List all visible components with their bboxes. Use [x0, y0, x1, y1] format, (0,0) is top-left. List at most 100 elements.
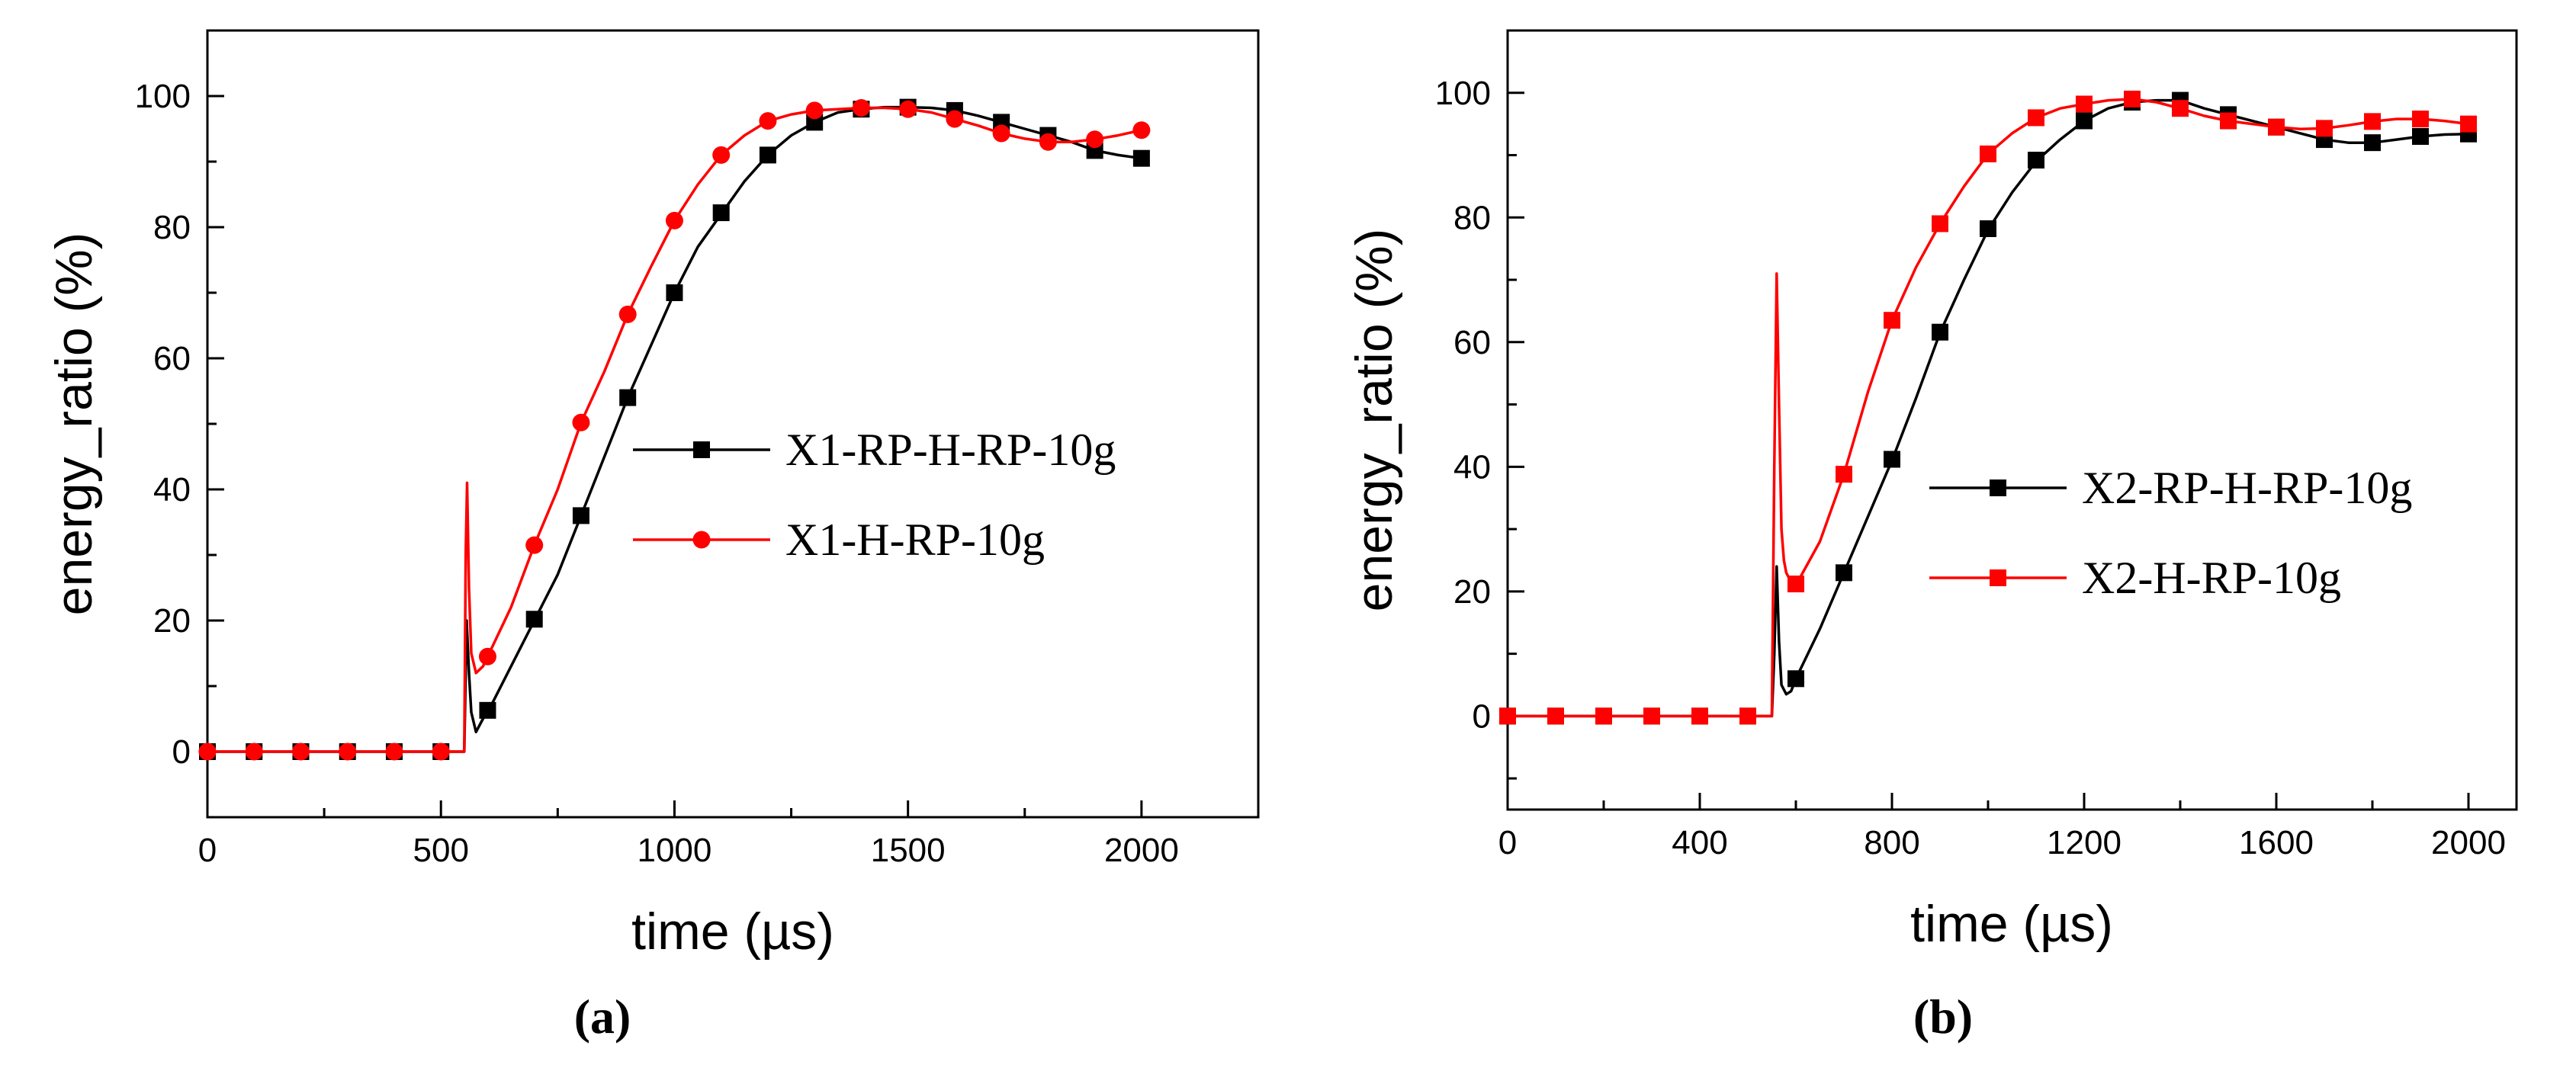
data-point: [946, 110, 964, 128]
x-tick-label: 1600: [2239, 824, 2314, 861]
data-point: [2220, 112, 2237, 130]
data-point: [618, 305, 637, 323]
data-point: [525, 536, 544, 554]
data-point: [2028, 109, 2044, 127]
data-point: [1039, 133, 1057, 151]
data-point: [572, 413, 590, 431]
x-axis-ticks: 0 500 1000 1500 2000: [198, 800, 1260, 869]
data-point: [2076, 112, 2093, 130]
legend-label: X2-H-RP-10g: [2082, 553, 2341, 603]
series-layer: [1499, 90, 2477, 725]
legend-marker: [1990, 479, 2006, 496]
x-axis-label: time (µs): [631, 903, 834, 961]
y-tick-label: 100: [135, 78, 191, 115]
legend: X2-RP-H-RP-10g X2-H-RP-10g: [1929, 463, 2412, 603]
data-point: [759, 112, 777, 130]
y-tick-label: 80: [1453, 199, 1491, 236]
data-point: [385, 742, 403, 761]
x-axis-label: time (µs): [1910, 895, 2113, 953]
data-point: [899, 100, 917, 118]
series-line-1: [1508, 98, 2469, 718]
x-tick-label: 0: [198, 832, 217, 869]
y-tick-label: 60: [153, 340, 191, 377]
data-point: [1643, 707, 1660, 725]
data-point: [712, 204, 730, 222]
data-point: [1595, 707, 1612, 725]
legend-marker: [1990, 569, 2006, 586]
data-point: [712, 146, 731, 164]
legend-label: X1-RP-H-RP-10g: [785, 425, 1116, 475]
data-point: [2268, 118, 2285, 136]
data-point: [805, 101, 824, 120]
data-point: [2124, 90, 2141, 107]
data-point: [1884, 312, 1900, 329]
data-point: [1132, 149, 1150, 167]
data-point: [525, 611, 543, 628]
data-point: [2412, 127, 2429, 145]
data-point: [1787, 576, 1804, 593]
y-axis-ticks: 0 20 40 60 80 100: [1435, 29, 1524, 780]
legend-marker: [693, 441, 710, 458]
series-layer: [198, 98, 1151, 761]
x-tick-label: 2000: [2431, 824, 2506, 861]
data-point: [2316, 120, 2333, 137]
data-point: [2076, 95, 2093, 113]
legend-label: X2-RP-H-RP-10g: [2082, 463, 2412, 513]
data-point: [1932, 215, 1948, 233]
data-point: [2028, 152, 2044, 169]
x-tick-label: 1500: [871, 832, 946, 869]
data-point: [432, 742, 450, 761]
data-point: [291, 742, 310, 761]
data-point: [572, 507, 589, 524]
data-point: [2364, 134, 2381, 152]
y-tick-label: 0: [1473, 698, 1491, 735]
data-point: [2412, 111, 2429, 128]
data-point: [245, 742, 263, 761]
series-line-2: [1508, 98, 2469, 718]
legend: X1-RP-H-RP-10g X1-H-RP-10g: [633, 425, 1116, 565]
y-tick-label: 20: [1453, 573, 1491, 611]
data-point: [1086, 130, 1104, 149]
data-point: [198, 742, 217, 761]
y-tick-label: 60: [1453, 324, 1491, 361]
y-tick-label: 20: [153, 602, 191, 640]
y-tick-label: 40: [153, 471, 191, 508]
x-axis-ticks: 0 400 800 1200 1600 2000: [1498, 793, 2506, 861]
data-point: [1739, 707, 1756, 725]
data-point: [666, 284, 683, 301]
data-point: [479, 701, 496, 719]
y-tick-label: 100: [1435, 75, 1491, 112]
y-axis-label: energy_ratio (%): [1345, 229, 1403, 612]
data-point: [759, 146, 776, 164]
x-tick-label: 800: [1864, 824, 1919, 861]
data-point: [2460, 115, 2477, 133]
data-point: [1547, 707, 1564, 725]
x-tick-label: 500: [413, 832, 469, 869]
data-point: [619, 389, 637, 406]
data-point: [1691, 707, 1708, 725]
data-point: [2172, 100, 2189, 117]
panel-label-b: (b): [1913, 989, 1973, 1044]
data-point: [1980, 220, 1996, 237]
data-point: [1132, 121, 1151, 140]
data-point: [1980, 145, 1996, 162]
data-point: [992, 124, 1010, 143]
y-axis-ticks: 0 20 40 60 80 100: [135, 29, 224, 819]
chart-panel-b: 0 400 800 1200 1600 2000 0 20 40 60 80 100 X2-RP-H…: [1345, 29, 2518, 1044]
data-point: [1884, 451, 1900, 468]
data-point: [1932, 323, 1948, 341]
plot-frame: [1506, 29, 2518, 811]
legend-label: X1-H-RP-10g: [785, 515, 1045, 565]
x-tick-label: 2000: [1104, 832, 1179, 869]
y-tick-label: 80: [153, 209, 191, 246]
data-point: [478, 647, 496, 665]
data-point: [1787, 670, 1804, 688]
x-tick-label: 400: [1672, 824, 1727, 861]
data-point: [1836, 466, 1852, 483]
data-point: [1836, 564, 1852, 582]
data-point: [665, 211, 683, 229]
x-tick-label: 0: [1498, 824, 1517, 861]
y-tick-label: 0: [172, 733, 191, 771]
y-tick-label: 40: [1453, 448, 1491, 486]
